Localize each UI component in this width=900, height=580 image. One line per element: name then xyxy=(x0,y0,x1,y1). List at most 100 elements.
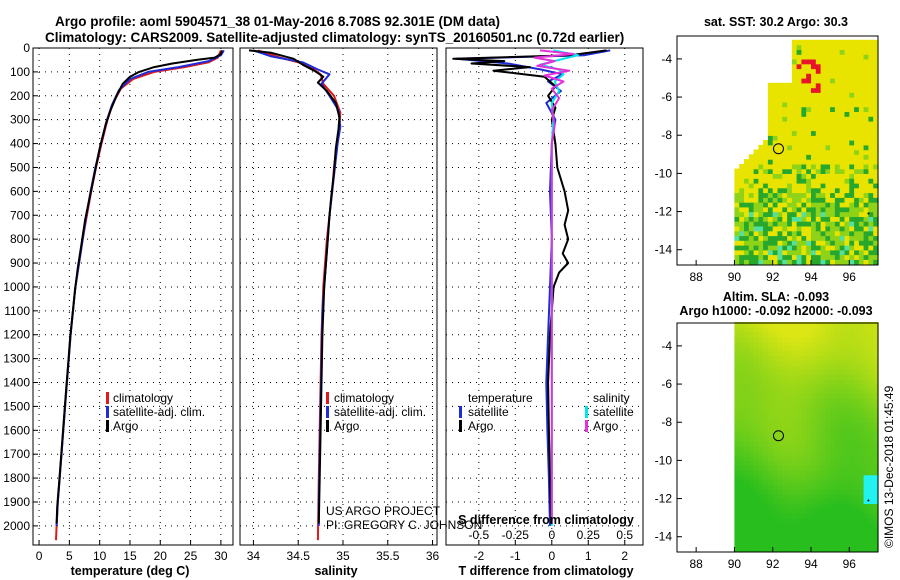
map-cell xyxy=(787,101,793,108)
map-cell xyxy=(791,211,798,217)
map-cell xyxy=(782,82,788,89)
legend-t-sat-swatch xyxy=(459,406,462,418)
map-cell xyxy=(863,87,869,93)
map-cell xyxy=(858,173,865,179)
map-cell xyxy=(854,73,860,79)
map-cell xyxy=(854,384,860,390)
map-cell xyxy=(777,82,783,89)
map-cell xyxy=(748,341,755,347)
map-cell xyxy=(801,144,807,151)
map-cell xyxy=(868,398,874,404)
map-cell xyxy=(739,360,745,366)
map-cell xyxy=(734,211,740,217)
map-cell xyxy=(758,345,764,352)
map-cell xyxy=(772,403,779,409)
map-cell xyxy=(806,87,812,93)
legend-s-argo-label: Argo xyxy=(593,419,619,433)
map-cell xyxy=(873,322,879,328)
map-cell xyxy=(796,465,802,471)
map-cell xyxy=(744,479,750,485)
map-cell xyxy=(825,388,831,395)
map-cell xyxy=(806,245,812,251)
map-cell xyxy=(772,441,779,447)
map-cell xyxy=(791,106,798,112)
map-cell xyxy=(834,460,841,466)
map-cell xyxy=(820,341,826,347)
map-cell xyxy=(834,206,841,213)
map-cell xyxy=(777,422,783,428)
map-cell xyxy=(806,168,812,174)
map-cell xyxy=(834,78,841,84)
map-cell xyxy=(753,465,759,471)
map-cell xyxy=(744,536,750,543)
map-cell xyxy=(763,384,769,390)
y-tick-label: 300 xyxy=(10,113,30,127)
map-cell xyxy=(815,341,822,347)
map-cell xyxy=(796,398,802,404)
map-cell xyxy=(825,350,831,357)
s-tick-label: 0 xyxy=(548,528,555,542)
map-cell xyxy=(858,182,865,189)
map-cell xyxy=(806,384,812,390)
map-cell xyxy=(806,388,812,395)
map-cell xyxy=(849,168,855,174)
map-cell xyxy=(796,360,802,366)
map-cell xyxy=(811,111,817,117)
map-cell xyxy=(863,221,869,227)
map-cell xyxy=(777,87,783,93)
map-cell xyxy=(834,441,841,447)
map-cell xyxy=(815,546,822,552)
map-cell xyxy=(791,407,798,414)
map-cell xyxy=(744,503,750,509)
map-cell xyxy=(811,427,817,433)
map-cell xyxy=(739,240,745,246)
x-tick-label: 90 xyxy=(728,270,742,284)
map-cell xyxy=(777,135,783,141)
map-cell xyxy=(844,527,850,533)
map-cell xyxy=(767,541,774,547)
map-cell xyxy=(801,197,807,203)
map-cell xyxy=(806,336,812,342)
map-cell xyxy=(777,417,783,423)
map-cell xyxy=(767,336,774,342)
map-cell xyxy=(748,178,755,184)
map-cell xyxy=(739,182,745,189)
map-cell xyxy=(753,536,759,543)
map-cell xyxy=(763,173,769,179)
map-cell xyxy=(839,202,846,208)
map-cell xyxy=(811,120,817,127)
map-cell xyxy=(801,341,807,347)
sla-map-title-1: Altim. SLA: -0.093 xyxy=(723,290,829,304)
series-t-satellite xyxy=(455,49,611,526)
map-cell xyxy=(868,106,874,112)
map-cell xyxy=(815,187,822,194)
map-cell xyxy=(858,388,865,395)
map-cell xyxy=(830,206,836,213)
map-cell xyxy=(772,493,779,500)
map-cell xyxy=(873,154,879,160)
map-cell xyxy=(849,230,855,237)
legend-clim-label: climatology xyxy=(334,391,394,405)
map-cell xyxy=(834,465,841,471)
map-cell xyxy=(734,331,740,337)
map-cell xyxy=(777,512,783,519)
map-cell xyxy=(734,527,740,533)
map-cell xyxy=(801,68,807,74)
x-tick-label: 1 xyxy=(585,549,592,563)
map-cell xyxy=(858,163,865,170)
map-cell xyxy=(753,541,759,547)
map-cell xyxy=(739,197,745,203)
map-cell xyxy=(772,431,779,438)
map-cell xyxy=(868,498,874,504)
map-cell xyxy=(796,350,802,357)
map-cell xyxy=(739,441,745,447)
map-cell xyxy=(873,469,879,476)
map-cell xyxy=(825,417,831,423)
map-cell xyxy=(777,484,783,490)
map-cell xyxy=(763,465,769,471)
map-cell xyxy=(844,144,850,151)
map-cell xyxy=(820,512,826,519)
map-cell xyxy=(858,436,865,442)
map-cell xyxy=(858,68,865,74)
map-cell xyxy=(849,398,855,404)
